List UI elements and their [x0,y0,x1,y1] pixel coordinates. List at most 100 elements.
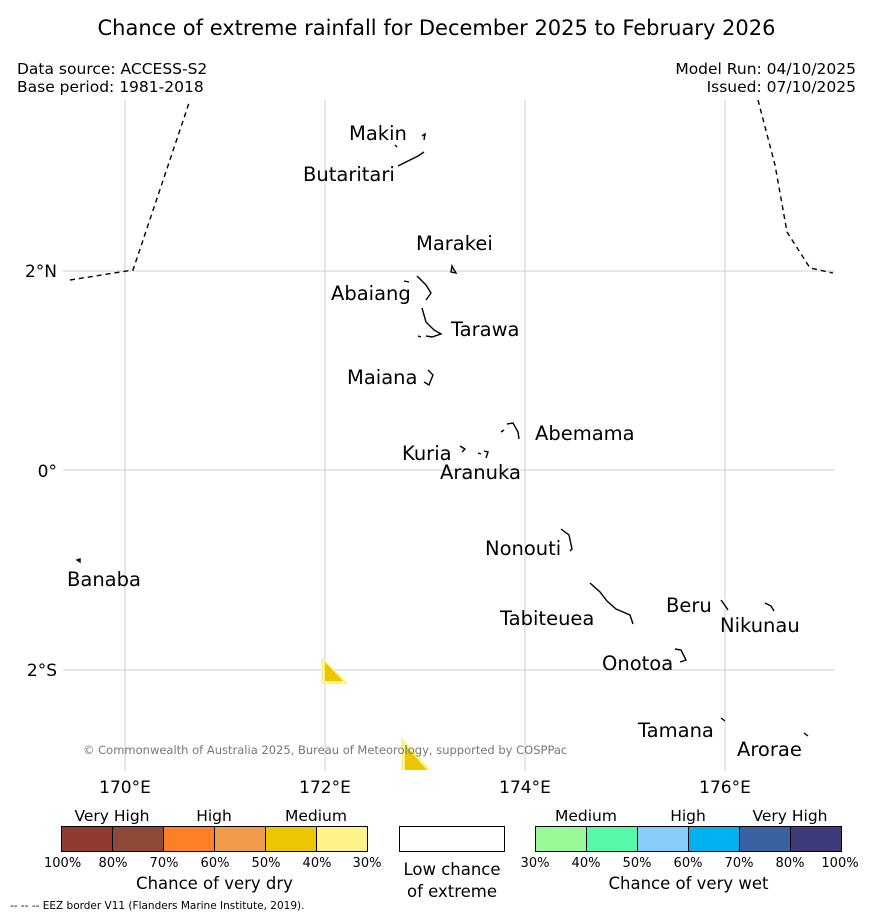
dry-tick-60: 60% [200,856,230,871]
graticule [63,100,835,770]
dry-tick-80: 80% [98,856,128,871]
tarawa-outline [417,307,443,338]
beru-outline [720,599,729,611]
wet-tick-50: 50% [622,856,652,871]
maiana-outline [423,369,434,387]
tamana-outline [720,717,726,722]
dry-swatch-40-30 [317,827,367,851]
lat-tick-0: 0° [38,462,57,482]
nikunau-outline [764,602,775,612]
nonouti-outline [560,528,573,552]
island-outlines [75,132,809,737]
wet-tick-70: 70% [724,856,754,871]
low-chance-box [399,826,505,852]
wet-swatch-60-70 [689,827,740,851]
overlay-patch-south-inner [405,745,427,770]
dry-tick-100: 100% [44,856,82,871]
lat-ticks: 2°N 0° 2°S [25,262,57,681]
low-chance-title: Low chance of extreme [380,859,524,903]
island-labels: Makin Butaritari Marakei Abaiang Tarawa … [67,122,802,761]
dry-medium-overlay [321,657,431,770]
label-abemama: Abemama [535,422,635,445]
label-kuria: Kuria [402,442,452,465]
label-tarawa: Tarawa [450,318,520,341]
arorae-outline [803,732,809,737]
label-arorae: Arorae [737,738,802,761]
label-tamana: Tamana [637,719,714,742]
dry-swatch-100-80 [62,827,113,851]
dry-category-very-high: Very High [74,807,150,825]
wet-swatch-80-100 [791,827,841,851]
low-chance-line2: of extreme [406,882,498,901]
wet-tick-30: 30% [520,856,550,871]
makin-islet [394,144,398,148]
wet-tick-40: 40% [571,856,601,871]
label-banaba: Banaba [67,568,141,591]
dry-category-medium: Medium [285,807,347,825]
wet-tick-100: 100% [821,856,859,871]
dry-category-high: High [196,807,232,825]
eez-border [69,99,834,281]
abemama-outline [500,422,520,440]
label-maiana: Maiana [347,366,417,389]
eez-border-west [69,99,191,281]
dry-swatch-80-70 [113,827,164,851]
lon-tick-174e: 174°E [499,778,551,798]
issued-date: Issued: 07/10/2025 [706,78,856,96]
label-beru: Beru [666,594,712,617]
lon-tick-172e: 172°E [299,778,351,798]
lon-tick-176e: 176°E [699,778,751,798]
label-onotoa: Onotoa [602,652,673,675]
banaba-outline [75,558,81,564]
dry-tick-40: 40% [302,856,332,871]
wet-colorbar [535,826,842,852]
tabiteuea-outline [589,582,634,625]
onotoa-outline [674,648,687,663]
wet-swatch-40-50 [587,827,638,851]
aranuka-outline [477,450,489,459]
overlay-patch-west-inner [325,662,343,681]
abaiang-outline [403,275,432,301]
marakei-outline [450,263,458,274]
dry-tick-50: 50% [251,856,281,871]
wet-colorbar-title: Chance of very wet [608,874,769,893]
label-nonouti: Nonouti [485,537,561,560]
label-butaritari: Butaritari [303,163,395,186]
dry-colorbar [61,826,368,852]
map-title: Chance of extreme rainfall for December … [97,16,776,40]
meta-left: Data source: ACCESS-S2 Base period: 1981… [17,60,207,96]
eez-footnote: -- -- -- EEZ border V11 (Flanders Marine… [10,900,305,912]
label-nikunau: Nikunau [720,614,800,637]
lat-tick-2n: 2°N [25,262,57,282]
kuria-outline [459,445,467,453]
wet-category-very-high: Very High [752,807,828,825]
wet-swatch-30-40 [536,827,587,851]
base-period: Base period: 1981-2018 [17,78,204,96]
low-chance-swatch [400,827,504,851]
butaritari-outline [397,151,425,167]
makin-outline [421,132,426,141]
dry-tick-30: 30% [352,856,382,871]
copyright-notice: © Commonwealth of Australia 2025, Bureau… [83,743,567,757]
lat-tick-2s: 2°S [27,661,57,681]
dry-swatch-50-40 [266,827,317,851]
label-tabiteuea: Tabiteuea [499,607,594,630]
wet-tick-80: 80% [775,856,805,871]
dry-colorbar-title: Chance of very dry [136,874,293,893]
wet-swatch-70-80 [740,827,791,851]
wet-category-medium: Medium [555,807,617,825]
eez-border-east [757,99,834,274]
dry-tick-70: 70% [149,856,179,871]
label-aranuka: Aranuka [440,461,521,484]
low-chance-line1: Low chance [403,860,501,879]
wet-category-high: High [670,807,706,825]
meta-right: Model Run: 04/10/2025 Issued: 07/10/2025 [675,60,856,96]
wet-tick-60: 60% [673,856,703,871]
lon-tick-170e: 170°E [99,778,151,798]
wet-swatch-50-60 [638,827,689,851]
dry-swatch-70-60 [164,827,215,851]
data-source: Data source: ACCESS-S2 [17,60,208,78]
label-marakei: Marakei [416,232,493,255]
map-canvas: 2°N 0° 2°S 170°E 172°E 174°E 176°E Makin… [25,99,835,798]
model-run: Model Run: 04/10/2025 [675,60,856,78]
